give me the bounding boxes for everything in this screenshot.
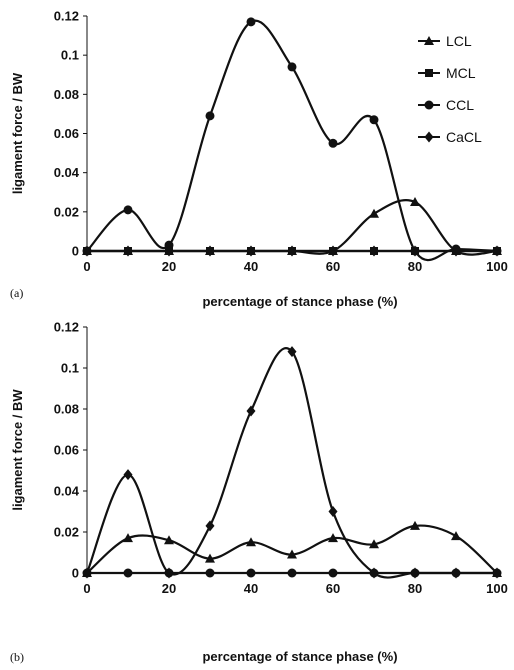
x-tick-label: 100: [486, 581, 508, 596]
data-point: [410, 245, 420, 257]
data-point: [164, 535, 174, 545]
y-tick-label: 0.12: [54, 320, 79, 335]
legend-marker: [424, 36, 434, 45]
legend-label: CaCL: [446, 129, 482, 145]
data-point: [246, 537, 256, 547]
data-point: [246, 568, 256, 578]
data-point: [205, 520, 215, 532]
data-point: [246, 17, 256, 27]
data-point: [369, 245, 379, 257]
y-tick-label: 0: [72, 244, 79, 259]
data-point: [287, 549, 297, 559]
x-tick-label: 20: [162, 581, 176, 596]
series-line: [85, 347, 497, 579]
data-point: [287, 346, 297, 358]
data-point: [328, 533, 338, 543]
data-point: [164, 245, 174, 257]
legend: LCL MCL CCL CaCL: [418, 33, 482, 145]
data-point: [451, 567, 461, 579]
data-point: [492, 567, 502, 579]
x-tick-label: 80: [408, 259, 422, 274]
data-point: [369, 567, 379, 579]
x-tick-label: 40: [244, 259, 258, 274]
x-tick-label: 60: [326, 581, 340, 596]
data-point: [82, 567, 92, 579]
y-tick-label: 0.02: [54, 525, 79, 540]
x-tick-label: 80: [408, 581, 422, 596]
x-tick-label: 100: [486, 259, 508, 274]
chart-panel-b: 0 0.02 0.04 0.06 0.08 0.1 0.12 0 20 40 60 80 100 perc…: [10, 320, 508, 665]
series-cacl: [82, 245, 502, 257]
data-point: [82, 245, 92, 257]
x-axis-label: percentage of stance phase (%): [202, 649, 397, 664]
data-point: [164, 567, 174, 579]
data-point: [369, 539, 379, 549]
data-point: [205, 111, 215, 121]
legend-item: MCL: [418, 65, 476, 81]
data-point: [123, 568, 133, 578]
y-tick-label: 0.02: [54, 204, 79, 219]
data-point: [123, 533, 133, 543]
data-point: [205, 568, 215, 578]
data-point: [328, 138, 338, 148]
y-tick-label: 0.04: [54, 165, 80, 180]
data-point: [410, 520, 420, 530]
y-tick-label: 0: [72, 566, 79, 581]
y-tick-label: 0.04: [54, 484, 80, 499]
data-point: [164, 240, 174, 250]
data-point: [287, 568, 297, 578]
data-point: [369, 115, 379, 125]
data-point: [246, 245, 256, 257]
data-point: [328, 245, 338, 257]
y-axis-label: ligament force / BW: [10, 389, 25, 511]
panel-label: (b): [10, 650, 24, 664]
y-tick-label: 0.08: [54, 87, 79, 102]
data-point: [123, 469, 133, 481]
legend-marker: [424, 100, 434, 110]
series-line: [86, 524, 498, 574]
legend-item: CaCL: [418, 129, 482, 145]
x-tick-label: 0: [83, 259, 90, 274]
data-point: [123, 205, 133, 215]
y-tick-label: 0.06: [54, 126, 79, 141]
data-point: [205, 245, 215, 257]
data-point: [451, 245, 461, 257]
legend-label: LCL: [446, 33, 472, 49]
y-tick-label: 0.1: [61, 361, 79, 376]
data-point: [123, 245, 133, 257]
y-tick-label: 0.1: [61, 48, 79, 63]
data-point: [287, 62, 297, 72]
data-point: [246, 405, 256, 417]
data-point: [410, 197, 420, 207]
x-tick-label: 0: [83, 581, 90, 596]
panel-label: (a): [10, 286, 23, 300]
data-point: [492, 245, 502, 257]
data-point: [328, 506, 338, 517]
data-point: [451, 531, 461, 541]
data-point: [369, 208, 379, 218]
y-axis-label: ligament force / BW: [10, 72, 25, 194]
series-ccl: [82, 17, 502, 262]
legend-label: MCL: [446, 65, 476, 81]
legend-marker: [424, 131, 434, 143]
x-tick-label: 20: [162, 259, 176, 274]
data-point: [205, 553, 215, 563]
chart-panel-a: 0 0.02 0.04 0.06 0.08 0.1 0.12 0 20 40 60 80 100 perc…: [10, 9, 508, 310]
data-point: [410, 567, 420, 579]
x-tick-label: 60: [326, 259, 340, 274]
data-point: [328, 568, 338, 578]
y-tick-label: 0.06: [54, 443, 79, 458]
legend-label: CCL: [446, 97, 474, 113]
y-tick-label: 0.08: [54, 402, 79, 417]
legend-item: LCL: [418, 33, 472, 49]
x-tick-label: 40: [244, 581, 258, 596]
x-axis-label: percentage of stance phase (%): [202, 294, 397, 309]
legend-item: CCL: [418, 97, 474, 113]
y-tick-label: 0.12: [54, 9, 79, 24]
legend-marker: [425, 69, 433, 77]
series-diamond: [82, 346, 502, 579]
data-point: [287, 245, 297, 257]
